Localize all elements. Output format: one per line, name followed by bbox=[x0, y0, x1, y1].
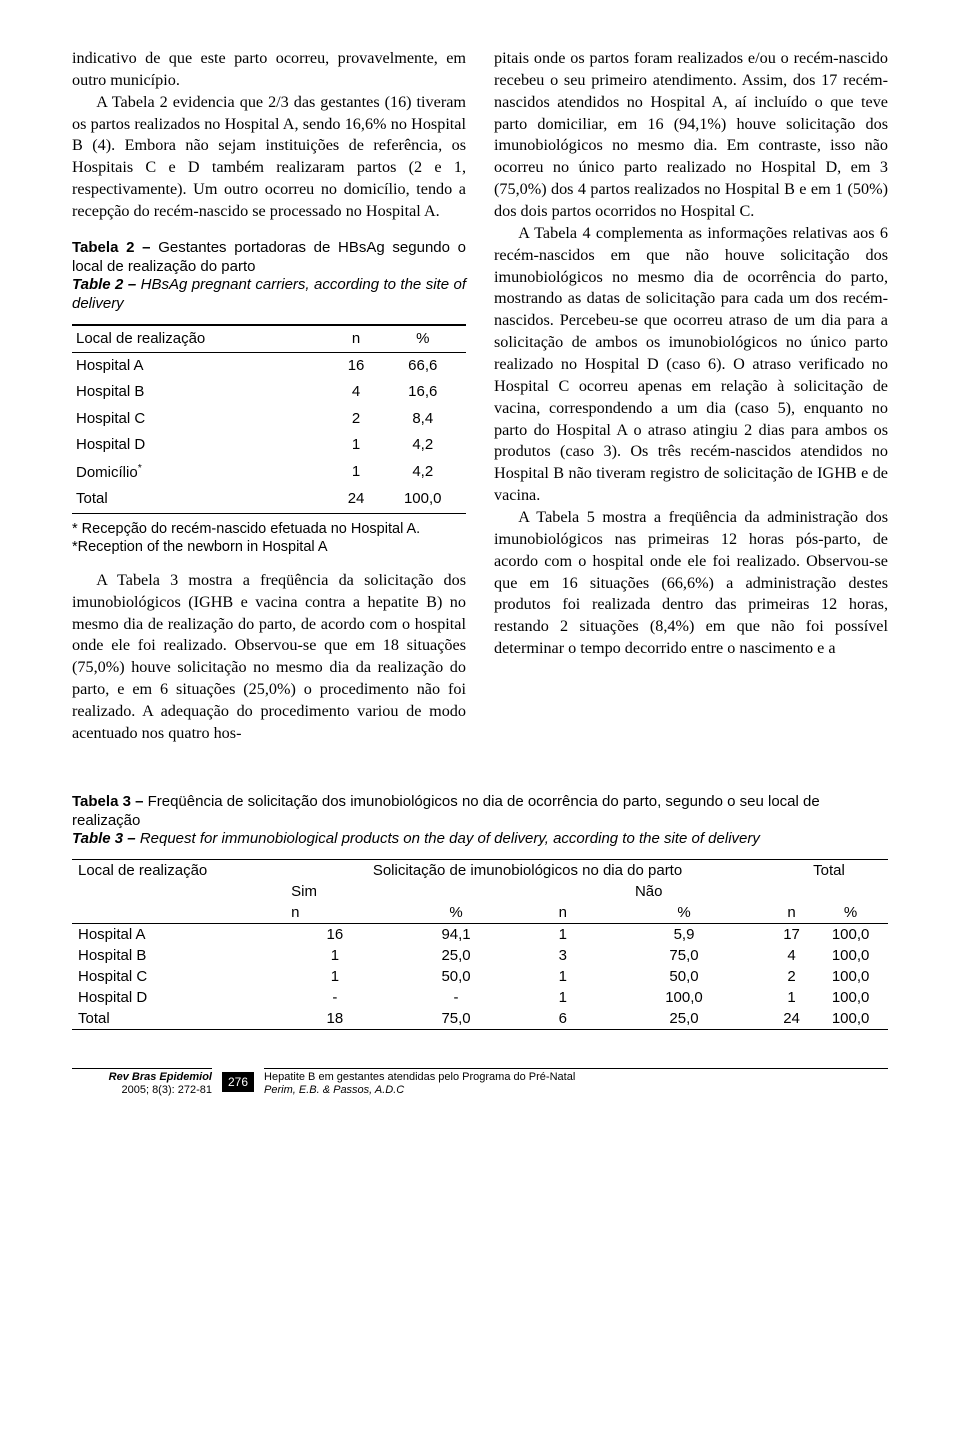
table-row: Hospital A1666,6 bbox=[72, 353, 466, 380]
table-row: Hospital C28,4 bbox=[72, 406, 466, 432]
caption-lead: Tabela 2 – bbox=[72, 239, 158, 256]
table3: Local de realização Solicitação de imuno… bbox=[72, 859, 888, 1030]
right-column: pitais onde os partos foram realizados e… bbox=[494, 48, 888, 745]
table-row: Total24100,0 bbox=[72, 486, 466, 513]
col-header: Total bbox=[770, 860, 888, 882]
journal-name: Rev Bras Epidemiol bbox=[109, 1071, 212, 1083]
caption-lead: Tabela 3 – bbox=[72, 793, 148, 810]
article-ref: Hepatite B em gestantes atendidas pelo P… bbox=[264, 1068, 888, 1096]
col-header: n bbox=[528, 902, 599, 924]
paragraph: pitais onde os partos foram realizados e… bbox=[494, 49, 888, 220]
table-header-row: Local de realização Solicitação de imuno… bbox=[72, 860, 888, 882]
col-header: % bbox=[385, 902, 528, 924]
table2-caption: Tabela 2 – Gestantes portadoras de HBsAg… bbox=[72, 239, 466, 314]
col-header: % bbox=[598, 902, 770, 924]
paragraph: A Tabela 4 complementa as informações re… bbox=[494, 223, 888, 507]
table-row: Hospital A1694,115,917100,0 bbox=[72, 924, 888, 946]
col-header: Não bbox=[528, 881, 770, 902]
left-column: indicativo de que este parto ocorreu, pr… bbox=[72, 48, 466, 745]
col-header: Local de realização bbox=[72, 860, 285, 924]
table3-caption: Tabela 3 – Freqüência de solicitação dos… bbox=[0, 793, 960, 849]
table2-note: * Recepção do recém-nascido efetuada no … bbox=[72, 520, 466, 556]
page-footer: Rev Bras Epidemiol 2005; 8(3): 272-81 27… bbox=[72, 1068, 888, 1096]
caption-text: Freqüência de solicitação dos imunobioló… bbox=[72, 793, 820, 829]
caption-lead-en: Table 2 – bbox=[72, 276, 141, 293]
page-number: 276 bbox=[222, 1072, 254, 1092]
article-authors: Perim, E.B. & Passos, A.D.C bbox=[264, 1084, 404, 1096]
col-header: % bbox=[813, 902, 888, 924]
col-header: n bbox=[333, 325, 380, 352]
journal-ref: Rev Bras Epidemiol 2005; 8(3): 272-81 bbox=[72, 1068, 212, 1096]
table-header-row: Local de realização n % bbox=[72, 325, 466, 352]
paragraph: A Tabela 2 evidencia que 2/3 das gestant… bbox=[72, 92, 466, 223]
paragraph: A Tabela 5 mostra a freqüência da admini… bbox=[494, 507, 888, 660]
table-row: Hospital C150,0150,02100,0 bbox=[72, 966, 888, 987]
table2: Local de realização n % Hospital A1666,6… bbox=[72, 324, 466, 514]
table-row: Hospital D14,2 bbox=[72, 432, 466, 458]
col-header: n bbox=[770, 902, 813, 924]
col-header: Solicitação de imunobiológicos no dia do… bbox=[285, 860, 770, 882]
col-header: Local de realização bbox=[72, 325, 333, 352]
col-header: n bbox=[285, 902, 385, 924]
article-title: Hepatite B em gestantes atendidas pelo P… bbox=[264, 1071, 575, 1083]
table-row: Hospital B125,0375,04100,0 bbox=[72, 945, 888, 966]
note-en: *Reception of the newborn in Hospital A bbox=[72, 539, 328, 555]
paragraph: A Tabela 3 mostra a freqüência da solici… bbox=[72, 570, 466, 745]
table-row: Hospital B416,6 bbox=[72, 379, 466, 405]
table-row: Hospital D--1100,01100,0 bbox=[72, 987, 888, 1008]
caption-lead-en: Table 3 – bbox=[72, 830, 140, 847]
col-header: % bbox=[380, 325, 467, 352]
col-header: Sim bbox=[285, 881, 527, 902]
note-pt: * Recepção do recém-nascido efetuada no … bbox=[72, 521, 420, 537]
paragraph: indicativo de que este parto ocorreu, pr… bbox=[72, 49, 466, 89]
table-row: Domicílio*14,2 bbox=[72, 458, 466, 486]
journal-issue: 2005; 8(3): 272-81 bbox=[121, 1084, 212, 1096]
caption-text-en: Request for immunobiological products on… bbox=[140, 830, 760, 847]
table-row: Total1875,0625,024100,0 bbox=[72, 1008, 888, 1030]
